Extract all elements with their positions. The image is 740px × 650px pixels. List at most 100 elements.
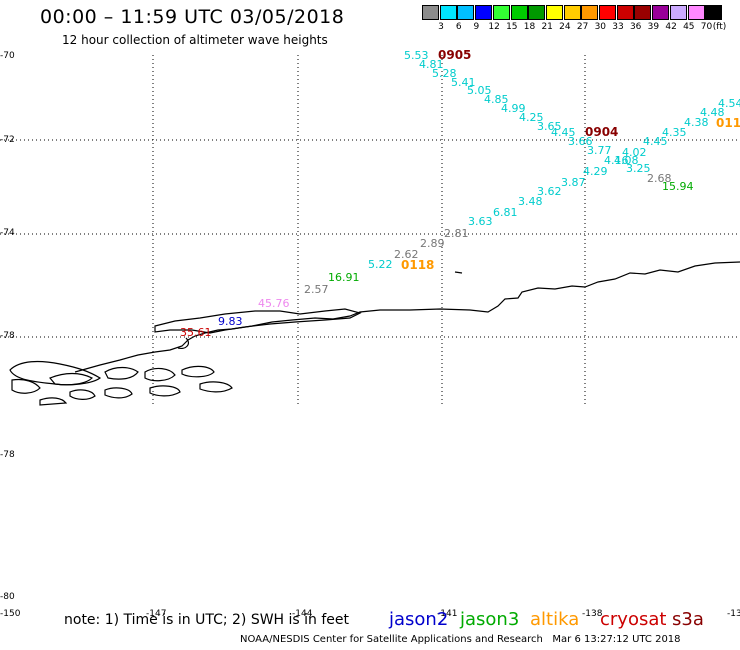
units-note: note: 1) Time is in UTC; 2) SWH is in fe… <box>64 612 350 628</box>
legend-value: 6 <box>455 22 462 32</box>
legend-swatch <box>492 5 510 20</box>
wave-height-label: 4.35 <box>662 126 687 139</box>
legend-value: 33 <box>612 22 624 32</box>
legend-value: 24 <box>559 22 571 32</box>
legend-swatch <box>634 5 652 20</box>
wave-height-label: 3.63 <box>468 215 493 228</box>
legend-swatch <box>616 5 634 20</box>
legend-value: 70 <box>700 22 713 32</box>
pass-time-label: 011 <box>716 116 740 130</box>
wave-height-label: 16.91 <box>328 271 360 284</box>
wave-height-label: 4.85 <box>484 93 509 106</box>
latitude-label: -70 <box>0 51 15 61</box>
wave-height-label: 4.45 <box>551 126 576 139</box>
wave-height-label: 5.53 <box>404 49 429 62</box>
legend-swatch <box>475 5 493 20</box>
legend-value: 30 <box>594 22 607 32</box>
wave-height-label: 4.99 <box>501 102 526 115</box>
legend-swatch <box>528 5 546 20</box>
legend-value: 42 <box>665 22 677 32</box>
wave-height-label: 3.77 <box>587 144 612 157</box>
wave-height-label: 3.87 <box>561 176 586 189</box>
wave-height-label: 5.28 <box>432 67 457 80</box>
legend-swatch <box>457 5 475 20</box>
wave-height-label: 2.62 <box>394 248 419 261</box>
credit-text: NOAA/NESDIS Center for Satellite Applica… <box>240 634 543 645</box>
longitude-label: -13 <box>727 609 740 619</box>
wave-height-label: 3.48 <box>518 195 543 208</box>
longitude-label: -138 <box>582 609 603 619</box>
wave-height-label: 5.41 <box>451 76 476 89</box>
map-title: 00:00 – 11:59 UTC 03/05/2018 <box>40 6 345 28</box>
latitude-label: -80 <box>0 592 15 602</box>
wave-height-label: 4.29 <box>583 165 608 178</box>
legend-value: 3 <box>438 22 444 32</box>
satellite-jason3: jason3 <box>460 609 520 630</box>
longitude-label: -147 <box>146 609 167 619</box>
wave-height-label: 6.81 <box>493 206 518 219</box>
satellite-jason2: jason2 <box>389 609 449 630</box>
wave-height-label: 4.45 <box>643 135 668 148</box>
wave-height-label: 4.48 <box>700 106 725 119</box>
legend-swatch <box>581 5 599 20</box>
longitude-label: -150 <box>0 609 21 619</box>
pass-time-label: 0904 <box>585 125 619 139</box>
wave-height-label: 2.89 <box>420 237 445 250</box>
wave-height-label: 3.25 <box>626 162 651 175</box>
legend-swatch <box>669 5 687 20</box>
wave-height-label: 2.81 <box>444 227 469 240</box>
latitude-label: -72 <box>0 135 15 145</box>
generated-timestamp: Mar 6 13:27:12 UTC 2018 <box>552 634 681 645</box>
wave-height-label: 5.22 <box>368 258 393 271</box>
longitude-label: -141 <box>437 609 458 619</box>
legend-swatch <box>545 5 563 20</box>
wave-height-label: 5.05 <box>467 84 492 97</box>
wave-height-label: 4.81 <box>419 58 444 71</box>
legend-value: 9 <box>473 22 480 32</box>
satellite-altika: altika <box>530 609 580 630</box>
credit-line: NOAA/NESDIS Center for Satellite Applica… <box>240 634 681 645</box>
legend-swatch <box>599 5 616 20</box>
wave-height-label: 4.54 <box>718 97 740 110</box>
wave-height-label: 2.68 <box>647 172 672 185</box>
wave-height-label: 45.76 <box>258 297 290 310</box>
longitude-label: -144 <box>292 609 313 619</box>
legend-value: (ft) <box>712 22 727 32</box>
map-subtitle: 12 hour collection of altimeter wave hei… <box>62 33 328 47</box>
wave-height-label: 4.38 <box>684 116 709 129</box>
wave-height-label: 4.25 <box>519 111 544 124</box>
legend-value: 12 <box>488 22 500 32</box>
coastline <box>9 261 740 406</box>
legend-swatch <box>563 5 581 20</box>
latitude-label: -78 <box>0 450 15 460</box>
satellite-cryosat: cryosat <box>600 609 667 630</box>
wave-height-label: 9.83 <box>218 315 243 328</box>
legend-swatch <box>422 5 439 20</box>
legend-swatch <box>439 5 457 20</box>
pass-time-label: 0905 <box>438 48 472 62</box>
legend-value: 15 <box>506 22 518 32</box>
wave-height-label: 4.16 <box>604 154 629 167</box>
wave-height-label: 4.08 <box>614 154 639 167</box>
legend-value: 27 <box>576 22 589 32</box>
pass-time-label: 0118 <box>401 258 435 272</box>
legend-value: 39 <box>647 22 660 32</box>
legend-swatch <box>652 5 670 20</box>
wave-height-label: 3.62 <box>537 185 562 198</box>
legend-swatch <box>510 5 528 20</box>
wave-height-label: 15.94 <box>662 180 694 193</box>
legend-value: 45 <box>683 22 695 32</box>
satellite-s3a: s3a <box>672 609 704 630</box>
latitude-label: -78 <box>0 331 15 341</box>
wave-height-label: 3.66 <box>568 135 593 148</box>
legend-swatch <box>705 5 723 20</box>
latitude-label: -74 <box>0 228 15 238</box>
graticule <box>0 55 740 405</box>
wave-height-label: 4.02 <box>622 146 647 159</box>
wave-height-label: 3.65 <box>537 120 562 133</box>
legend-value: 36 <box>629 22 642 32</box>
wave-height-label: 2.57 <box>304 283 329 296</box>
legend-value: 18 <box>523 22 536 32</box>
